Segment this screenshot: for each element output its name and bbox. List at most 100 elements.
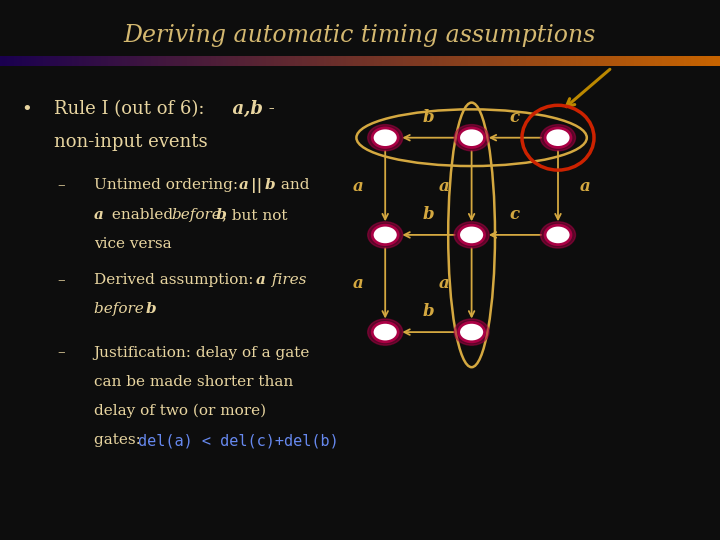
Text: –: –: [58, 273, 66, 287]
Bar: [504, 56, 507, 66]
Bar: [79, 56, 82, 66]
Bar: [477, 56, 481, 66]
Bar: [441, 56, 445, 66]
Bar: [0, 56, 3, 66]
Bar: [204, 56, 207, 66]
Bar: [521, 56, 524, 66]
Bar: [166, 56, 168, 66]
Bar: [329, 56, 332, 66]
Bar: [619, 56, 622, 66]
Bar: [473, 56, 476, 66]
Bar: [261, 56, 265, 66]
Bar: [45, 56, 49, 66]
Bar: [230, 56, 233, 66]
Bar: [466, 56, 469, 66]
Bar: [290, 56, 294, 66]
Text: –: –: [58, 346, 66, 360]
Bar: [657, 56, 661, 66]
Bar: [667, 56, 670, 66]
Bar: [549, 56, 553, 66]
Text: a: a: [353, 275, 363, 292]
Bar: [209, 56, 212, 66]
Text: a: a: [439, 178, 449, 195]
Bar: [468, 56, 471, 66]
Bar: [153, 56, 157, 66]
Bar: [163, 56, 166, 66]
Circle shape: [454, 125, 489, 151]
Bar: [257, 56, 260, 66]
Bar: [305, 56, 308, 66]
Bar: [655, 56, 658, 66]
Bar: [322, 56, 325, 66]
Bar: [492, 56, 495, 66]
Bar: [343, 56, 346, 66]
Text: , but not: , but not: [222, 208, 288, 222]
Bar: [113, 56, 116, 66]
Bar: [317, 56, 320, 66]
Bar: [302, 56, 305, 66]
Bar: [415, 56, 418, 66]
Bar: [60, 56, 63, 66]
Bar: [207, 56, 210, 66]
Bar: [646, 56, 649, 66]
Bar: [341, 56, 344, 66]
Bar: [401, 56, 404, 66]
Bar: [698, 56, 701, 66]
Bar: [394, 56, 397, 66]
Bar: [185, 56, 188, 66]
Text: vice versa: vice versa: [94, 237, 171, 251]
Bar: [434, 56, 438, 66]
Bar: [454, 56, 456, 66]
Bar: [614, 56, 618, 66]
Bar: [631, 56, 634, 66]
Bar: [684, 56, 687, 66]
Bar: [403, 56, 406, 66]
Bar: [127, 56, 130, 66]
Text: Justification: delay of a gate: Justification: delay of a gate: [94, 346, 310, 360]
Circle shape: [368, 125, 402, 151]
Bar: [14, 56, 17, 66]
Bar: [355, 56, 359, 66]
Bar: [17, 56, 20, 66]
Bar: [384, 56, 387, 66]
Text: before: before: [94, 302, 148, 316]
Bar: [89, 56, 92, 66]
Bar: [19, 56, 22, 66]
Bar: [567, 56, 570, 66]
Circle shape: [541, 222, 575, 248]
Bar: [9, 56, 13, 66]
Text: b: b: [423, 109, 434, 126]
Bar: [502, 56, 505, 66]
Bar: [259, 56, 262, 66]
Bar: [250, 56, 253, 66]
Bar: [531, 56, 534, 66]
Bar: [696, 56, 699, 66]
Bar: [691, 56, 694, 66]
Circle shape: [459, 225, 485, 245]
Bar: [74, 56, 78, 66]
Bar: [149, 56, 152, 66]
Text: delay of two (or more): delay of two (or more): [94, 404, 266, 418]
Bar: [533, 56, 536, 66]
Bar: [182, 56, 186, 66]
Circle shape: [545, 225, 571, 245]
Text: b: b: [211, 208, 227, 222]
Bar: [125, 56, 128, 66]
Bar: [36, 56, 39, 66]
Text: a,b: a,b: [220, 100, 263, 118]
Text: a: a: [256, 273, 266, 287]
Bar: [199, 56, 202, 66]
Bar: [559, 56, 562, 66]
Bar: [7, 56, 10, 66]
Circle shape: [459, 128, 485, 147]
Bar: [610, 56, 613, 66]
Bar: [446, 56, 449, 66]
Bar: [523, 56, 526, 66]
Bar: [43, 56, 46, 66]
Bar: [110, 56, 114, 66]
Bar: [456, 56, 459, 66]
Bar: [178, 56, 181, 66]
Bar: [598, 56, 600, 66]
Bar: [295, 56, 298, 66]
Text: before: before: [171, 208, 221, 222]
